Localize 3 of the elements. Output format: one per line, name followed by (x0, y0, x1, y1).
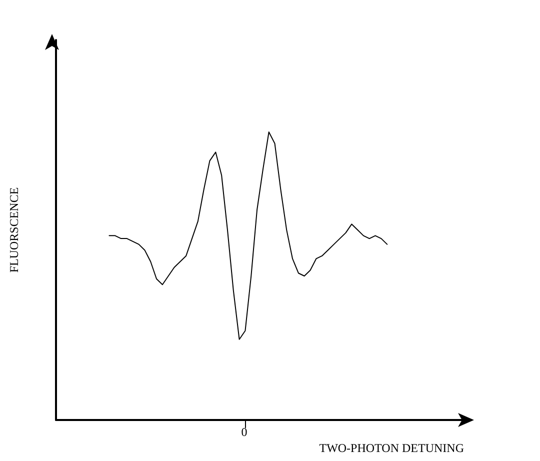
x-axis-title: TWO-PHOTON DETUNING (319, 441, 464, 455)
y-axis-title: FLUORSCENCE (7, 187, 21, 273)
text: 0 (241, 425, 248, 439)
